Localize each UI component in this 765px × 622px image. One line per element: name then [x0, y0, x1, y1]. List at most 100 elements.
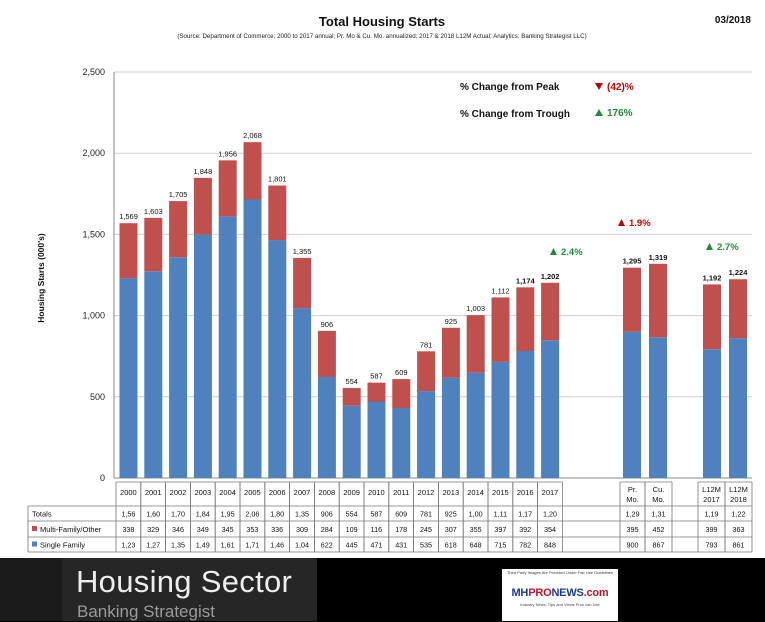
table-header: 2011: [393, 488, 409, 497]
table-cell: 1,49: [196, 541, 210, 550]
up-arrow-icon: [706, 243, 713, 250]
table-cell: 307: [445, 525, 457, 534]
table-cell: 1,61: [221, 541, 235, 550]
y-axis-ticks: 0 500 1,000 1,500 2,000 2,500: [82, 67, 105, 483]
data-table: 2000 2001 2002 2003 2004 2005 2006 2007 2008 2009…: [27, 481, 753, 553]
bar-multi-family: [268, 185, 287, 241]
bar-single-family: [367, 401, 386, 478]
bar-single-family: [218, 216, 237, 478]
table-header: 2008: [318, 488, 335, 497]
bar-multi-family: [367, 382, 386, 402]
bar-multi-family: [144, 217, 163, 272]
table-cell: 1,29: [626, 510, 640, 519]
table-cell: 445: [346, 541, 358, 550]
table-cell: 1,95: [221, 510, 235, 519]
table-header: 2017: [542, 488, 559, 497]
table-cell: 1,46: [270, 541, 284, 550]
bar-multi-family: [243, 142, 262, 200]
table-cell: 329: [147, 525, 159, 534]
bar-total-label: 1,956: [218, 149, 237, 158]
y-tick-label: 1,500: [82, 229, 105, 239]
table-cell: 554: [346, 510, 358, 519]
bar-multi-family: [119, 223, 138, 279]
bar-multi-family: [392, 379, 411, 409]
thumbnail-left[interactable]: [0, 558, 62, 621]
bar-total-label: 1,003: [466, 304, 485, 313]
y-tick-label: 1,000: [82, 311, 105, 321]
bar-total-label: 1,355: [293, 247, 312, 256]
table-cell: 338: [122, 525, 134, 534]
table-cell: 392: [519, 525, 531, 534]
bar-multi-family: [516, 287, 535, 352]
table-header: 2016: [517, 488, 534, 497]
table-cell: 1,22: [732, 510, 746, 519]
table-cell: 1,60: [146, 510, 160, 519]
badge-disclaimer: Third Party Images Are Provided Under Fa…: [506, 570, 614, 575]
y-axis-label: Housing Starts (000's): [36, 233, 46, 323]
month-change: 1.9%: [629, 218, 651, 229]
table-cell: 1,56: [121, 510, 135, 519]
down-arrow-icon: [595, 83, 603, 90]
table-cell: 906: [321, 510, 333, 519]
logo-part-com: .com: [583, 587, 609, 599]
title-panel[interactable]: [62, 558, 317, 621]
chart-panel: Total Housing Starts (Source: Department…: [0, 0, 765, 558]
peak-change-label: % Change from Peak: [460, 82, 560, 93]
bar-total-label: 1,174: [516, 276, 536, 285]
bar-single-family: [703, 349, 721, 478]
bar-single-family: [243, 199, 262, 478]
bar-total-label: 554: [345, 377, 358, 386]
chart-title: Total Housing Starts: [319, 14, 445, 29]
bar-multi-family: [317, 330, 336, 377]
table-cell: 618: [445, 541, 457, 550]
table-cell: 345: [222, 525, 234, 534]
bar-single-family: [268, 240, 287, 478]
table-header: 2005: [244, 488, 261, 497]
table-cell: 178: [395, 525, 407, 534]
table-header: 2017: [703, 495, 720, 504]
bar-single-family: [169, 257, 188, 478]
trough-change-value: 176%: [607, 108, 633, 119]
bar-total-label: 1,801: [268, 175, 287, 184]
table-cell: 2,06: [245, 510, 259, 519]
table-header: 2006: [269, 488, 286, 497]
table-cell: 355: [470, 525, 482, 534]
bar-total-label: 1,569: [119, 212, 138, 221]
bar-multi-family: [541, 282, 560, 341]
bar-single-family: [729, 338, 747, 478]
table-cell: 1,17: [518, 510, 532, 519]
bar-single-family: [392, 408, 411, 478]
table-cell: 861: [733, 541, 745, 550]
table-cell: 1,00: [469, 510, 483, 519]
table-cell: 609: [395, 510, 407, 519]
bar-single-family: [491, 361, 510, 478]
bar-single-family: [342, 405, 361, 478]
logo-part-pro: PRO: [528, 587, 552, 599]
bar-single-family: [293, 308, 312, 478]
bars: 1,569 1,603 1,705 1,848 1,956 2,068 1,801 1,355…: [119, 131, 748, 478]
table-row-label: Single Family: [40, 541, 85, 550]
y-tick-label: 0: [100, 473, 105, 483]
bar-total-label: 906: [321, 320, 334, 329]
bar-total-label: 587: [370, 372, 383, 381]
logo-part-news: NEWS: [551, 587, 584, 599]
table-cell: 284: [321, 525, 333, 534]
up-arrow-icon: [618, 219, 625, 226]
bar-multi-family: [466, 315, 485, 373]
trough-change-label: % Change from Trough: [460, 109, 570, 120]
bar-multi-family: [491, 297, 510, 362]
table-cell: 431: [395, 541, 407, 550]
footer-title[interactable]: Housing Sector: [76, 564, 293, 599]
chart-subtitle: (Source: Department of Commerce; 2000 to…: [177, 33, 586, 40]
bar-total-label: 1,319: [649, 253, 668, 262]
bar-single-family: [441, 377, 460, 478]
table-cell: 1,27: [146, 541, 160, 550]
table-cell: 900: [627, 541, 639, 550]
table-cell: 354: [544, 525, 556, 534]
bar-total-label: 1,224: [729, 268, 749, 277]
peak-change-value: (42)%: [607, 82, 634, 93]
y-tick-label: 2,000: [82, 148, 105, 158]
table-cell: 622: [321, 541, 333, 550]
table-header: Pr.: [628, 485, 637, 494]
yoy-2017-change: 2.4%: [561, 247, 583, 258]
